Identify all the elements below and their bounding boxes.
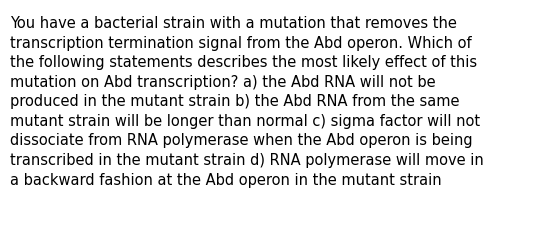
Text: You have a bacterial strain with a mutation that removes the
transcription termi: You have a bacterial strain with a mutat… [10, 16, 484, 187]
